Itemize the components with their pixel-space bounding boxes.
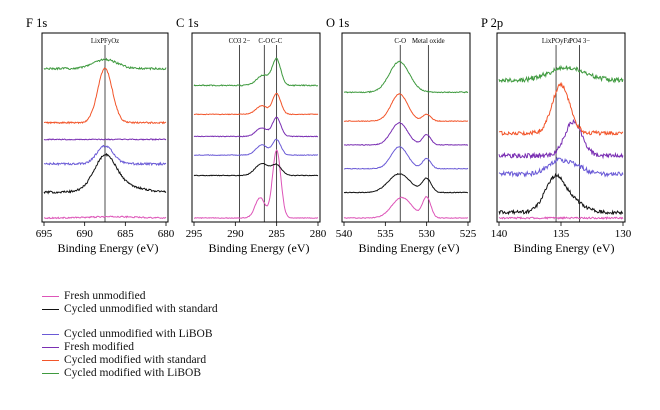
spectrum-line bbox=[193, 149, 319, 219]
spectrum-line bbox=[43, 138, 167, 141]
legend-item: Cycled unmodified with LiBOB bbox=[42, 328, 272, 341]
x-tick-label: 285 bbox=[268, 228, 285, 240]
reference-label: Metal oxide bbox=[412, 38, 445, 45]
legend-item: Fresh unmodified bbox=[42, 290, 272, 303]
spectrum-line bbox=[498, 81, 624, 136]
legend-swatch bbox=[42, 373, 59, 374]
spectrum-line bbox=[193, 163, 319, 177]
panel-title: P 2p bbox=[481, 16, 503, 30]
spectrum-line bbox=[43, 152, 167, 195]
x-axis-label: Binding Energy (eV) bbox=[513, 241, 614, 255]
spectrum-line bbox=[43, 67, 167, 125]
legend-label: Cycled modified with standard bbox=[64, 354, 207, 366]
x-tick-label: 280 bbox=[310, 228, 327, 240]
legend-swatch bbox=[42, 334, 59, 335]
reference-label: C-O bbox=[394, 38, 406, 45]
legend-swatch bbox=[42, 296, 59, 297]
legend-swatch bbox=[42, 360, 59, 361]
spectrum-line bbox=[43, 57, 167, 71]
x-tick-label: 695 bbox=[36, 228, 53, 240]
legend-label: Cycled unmodified with LiBOB bbox=[64, 328, 213, 340]
panel-title: O 1s bbox=[326, 16, 349, 30]
x-tick-label: 140 bbox=[491, 228, 508, 240]
spectrum-line bbox=[193, 116, 319, 138]
x-tick-label: 685 bbox=[117, 228, 134, 240]
reference-label: CO3 2− bbox=[229, 38, 251, 45]
x-axis-label: Binding Energy (eV) bbox=[208, 241, 309, 255]
x-axis-label: Binding Energy (eV) bbox=[358, 241, 459, 255]
legend-item: Fresh modified bbox=[42, 341, 272, 354]
spectrum-line bbox=[498, 156, 624, 178]
spectrum-line bbox=[193, 57, 318, 87]
reference-label: PO4 3− bbox=[569, 38, 590, 45]
x-tick-label: 135 bbox=[553, 228, 570, 240]
x-tick-label: 290 bbox=[227, 228, 244, 240]
spectrum-line bbox=[343, 146, 469, 170]
legend-label: Fresh unmodified bbox=[64, 290, 146, 302]
x-tick-label: 540 bbox=[336, 228, 353, 240]
spectrum-line bbox=[193, 138, 319, 157]
x-tick-label: 535 bbox=[377, 228, 394, 240]
spectrum-line bbox=[43, 144, 167, 167]
panel-frame bbox=[191, 32, 321, 223]
x-tick-label: 680 bbox=[158, 228, 175, 240]
reference-label: LixPFyOz bbox=[91, 38, 119, 45]
legend-label: Fresh modified bbox=[64, 341, 134, 353]
spectrum-line bbox=[43, 215, 167, 220]
x-tick-label: 690 bbox=[76, 228, 93, 240]
reference-label: LixPOyFz bbox=[542, 38, 570, 45]
spectrum-line bbox=[498, 118, 624, 160]
legend: Fresh unmodified Cycled unmodified with … bbox=[42, 290, 272, 380]
spectrum-line bbox=[343, 92, 469, 123]
panel-title: C 1s bbox=[176, 16, 199, 30]
spectrum-line bbox=[343, 173, 469, 194]
spectrum-line bbox=[193, 92, 319, 116]
x-tick-label: 530 bbox=[418, 228, 435, 240]
panel-title: F 1s bbox=[26, 16, 47, 30]
legend-label: Cycled unmodified with standard bbox=[64, 303, 218, 315]
spectrum-line bbox=[343, 121, 468, 146]
spectrum-line bbox=[498, 216, 624, 220]
legend-label: Cycled modified with LiBOB bbox=[64, 367, 202, 379]
legend-item: Cycled modified with standard bbox=[42, 354, 272, 367]
x-tick-label: 130 bbox=[615, 228, 632, 240]
spectrum-line bbox=[343, 195, 469, 219]
legend-item: Cycled unmodified with standard bbox=[42, 303, 272, 328]
legend-swatch bbox=[42, 347, 59, 348]
spectrum-line bbox=[498, 64, 624, 84]
legend-item: Cycled modified with LiBOB bbox=[42, 367, 272, 380]
spectrum-line bbox=[343, 60, 469, 94]
panel-frame bbox=[496, 32, 626, 223]
x-axis-label: Binding Energy (eV) bbox=[57, 241, 158, 255]
x-tick-label: 295 bbox=[186, 228, 203, 240]
legend-swatch bbox=[42, 309, 59, 310]
spectrum-line bbox=[498, 173, 624, 216]
reference-label: C-O bbox=[258, 38, 270, 45]
x-tick-label: 525 bbox=[460, 228, 477, 240]
reference-label: C-C bbox=[271, 38, 283, 45]
panel-frame bbox=[341, 32, 471, 223]
